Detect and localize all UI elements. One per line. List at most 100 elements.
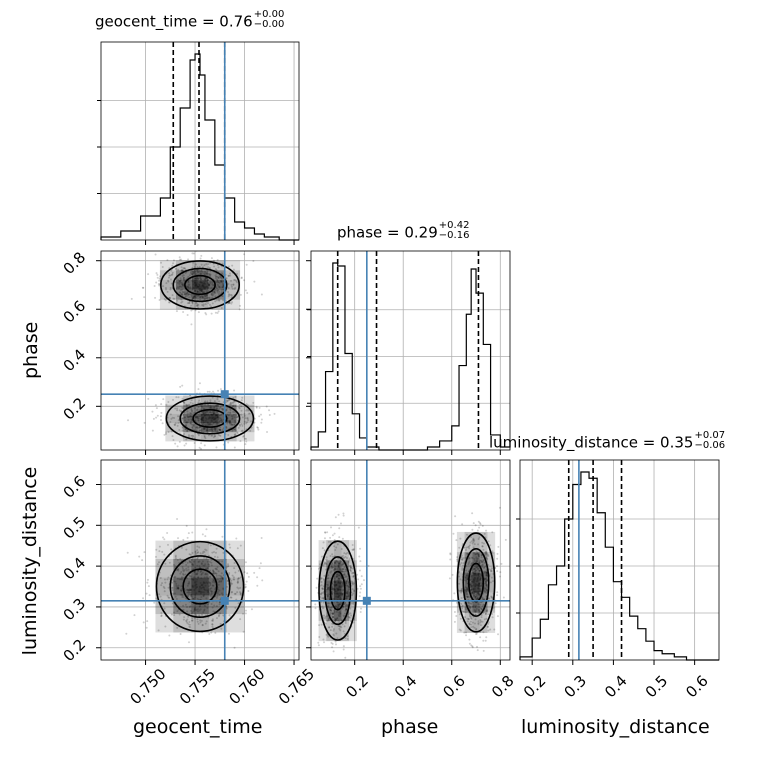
sample-point bbox=[185, 619, 188, 622]
sample-point bbox=[481, 564, 484, 567]
sample-point bbox=[217, 299, 220, 302]
sample-point bbox=[179, 277, 182, 280]
sample-point bbox=[160, 614, 163, 617]
sample-point bbox=[448, 577, 451, 580]
density-bin bbox=[183, 404, 201, 414]
density-bin bbox=[175, 280, 192, 290]
sample-point bbox=[453, 592, 456, 595]
sample-point bbox=[327, 635, 330, 638]
sample-point bbox=[348, 557, 351, 560]
sample-point bbox=[159, 418, 162, 421]
sample-point bbox=[468, 615, 471, 618]
sample-point bbox=[229, 412, 232, 415]
density-bin bbox=[236, 413, 255, 424]
sample-point bbox=[477, 622, 480, 625]
sample-point bbox=[332, 634, 335, 637]
sample-point bbox=[239, 293, 242, 296]
sample-point bbox=[489, 568, 492, 571]
sample-point bbox=[323, 561, 326, 564]
sample-point bbox=[196, 304, 199, 307]
sample-point bbox=[196, 426, 199, 429]
sample-point bbox=[458, 613, 461, 616]
density-bin bbox=[464, 552, 473, 573]
sample-point bbox=[485, 552, 488, 555]
sample-point bbox=[182, 604, 185, 607]
sample-point bbox=[496, 557, 499, 560]
density-bin bbox=[173, 614, 192, 633]
sample-point bbox=[245, 422, 248, 425]
sample-point bbox=[234, 606, 237, 609]
density-bin bbox=[183, 395, 201, 405]
sample-point bbox=[468, 557, 471, 560]
sample-point bbox=[198, 429, 201, 432]
sample-point bbox=[160, 411, 163, 414]
sample-point bbox=[342, 512, 345, 515]
sample-point bbox=[219, 406, 222, 409]
sample-point bbox=[482, 603, 485, 606]
sample-point bbox=[201, 303, 204, 306]
density-bin bbox=[200, 395, 219, 405]
sample-point bbox=[470, 623, 473, 626]
contour-line bbox=[192, 408, 228, 428]
density-bin bbox=[472, 531, 480, 553]
sample-point bbox=[326, 602, 329, 605]
sample-point bbox=[225, 399, 228, 402]
sample-point bbox=[475, 627, 478, 630]
sample-point bbox=[216, 311, 219, 314]
sample-point bbox=[350, 614, 353, 617]
sample-point bbox=[329, 629, 332, 632]
sample-point bbox=[158, 284, 161, 287]
density-bin bbox=[464, 592, 473, 613]
sample-point bbox=[329, 609, 332, 612]
sample-point bbox=[256, 426, 259, 429]
sample-point bbox=[146, 581, 149, 584]
sample-point bbox=[491, 552, 494, 555]
sample-point bbox=[351, 582, 354, 585]
sample-point bbox=[488, 597, 491, 600]
sample-point bbox=[164, 581, 167, 584]
sample-point bbox=[199, 426, 202, 429]
sample-point bbox=[239, 304, 242, 307]
sample-point bbox=[331, 616, 334, 619]
density-bin bbox=[191, 540, 209, 559]
sample-point bbox=[492, 606, 495, 609]
density-bin bbox=[155, 614, 174, 633]
sample-point bbox=[209, 267, 212, 270]
sample-point bbox=[245, 263, 248, 266]
sample-point bbox=[350, 601, 353, 604]
sample-point bbox=[212, 571, 215, 574]
sample-point bbox=[353, 582, 356, 585]
sample-point bbox=[216, 566, 219, 569]
sample-point bbox=[238, 423, 241, 426]
sample-point bbox=[324, 615, 327, 618]
sample-point bbox=[333, 545, 336, 548]
sample-point bbox=[188, 301, 191, 304]
sample-point bbox=[351, 544, 354, 547]
sample-point bbox=[200, 619, 203, 622]
sample-point bbox=[154, 404, 157, 407]
sample-point bbox=[469, 564, 472, 567]
sample-point bbox=[468, 602, 471, 605]
sample-point bbox=[214, 275, 217, 278]
sample-point bbox=[470, 644, 473, 647]
sample-point bbox=[468, 545, 471, 548]
sample-point bbox=[487, 554, 490, 557]
sample-point bbox=[482, 558, 485, 561]
sample-point bbox=[473, 543, 476, 546]
sample-point bbox=[462, 562, 465, 565]
sample-point bbox=[142, 286, 145, 289]
sample-point bbox=[215, 289, 218, 292]
sample-point bbox=[164, 299, 167, 302]
sample-point bbox=[331, 622, 334, 625]
sample-point bbox=[225, 408, 228, 411]
sample-point bbox=[191, 426, 194, 429]
sample-point bbox=[214, 268, 217, 271]
sample-point bbox=[188, 560, 191, 563]
sample-point bbox=[189, 575, 192, 578]
density-bin bbox=[226, 577, 245, 596]
sample-point bbox=[484, 551, 487, 554]
sample-point bbox=[322, 564, 325, 567]
sample-point bbox=[212, 293, 215, 296]
sample-point bbox=[227, 265, 230, 268]
sample-point bbox=[214, 551, 217, 554]
